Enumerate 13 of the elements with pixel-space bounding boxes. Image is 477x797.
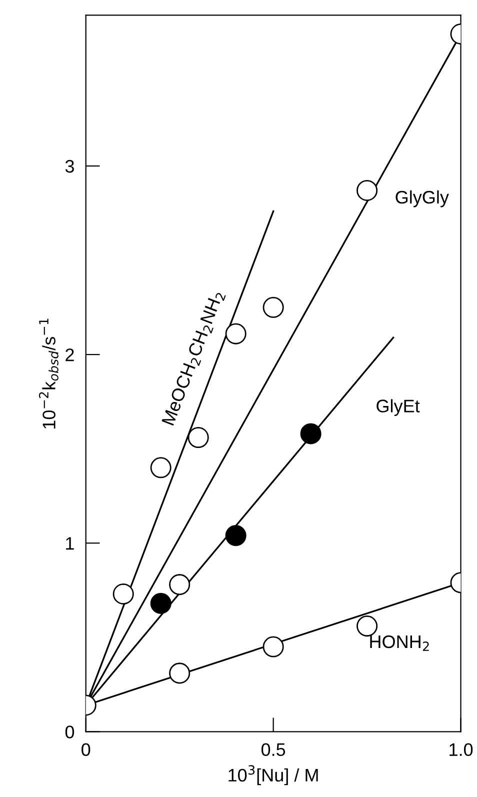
y-axis-title: 10$^{−2}$k$_{obsd}$/s$^{−1}$: [38, 318, 58, 428]
x-axis-title: 10$^{3}$[Nu] / M: [228, 765, 318, 786]
series-label: GlyEt: [376, 399, 420, 416]
y-tick-label: 1: [66, 537, 74, 550]
y-tick-label: 2: [66, 348, 74, 362]
y-tick-label: 3: [65, 160, 74, 173]
x-tick-label: 0: [82, 743, 90, 756]
series-label: GlyGly: [396, 190, 449, 208]
y-tick-label: 0: [65, 726, 74, 738]
series-label: HONH$_{2}$: [370, 635, 429, 651]
x-tick-label: 1.0: [450, 743, 473, 756]
x-tick-label: 0.5: [261, 743, 286, 756]
text: MeOCH$_{2}$CH$_{2}$NH$_{2}$: [162, 290, 226, 427]
